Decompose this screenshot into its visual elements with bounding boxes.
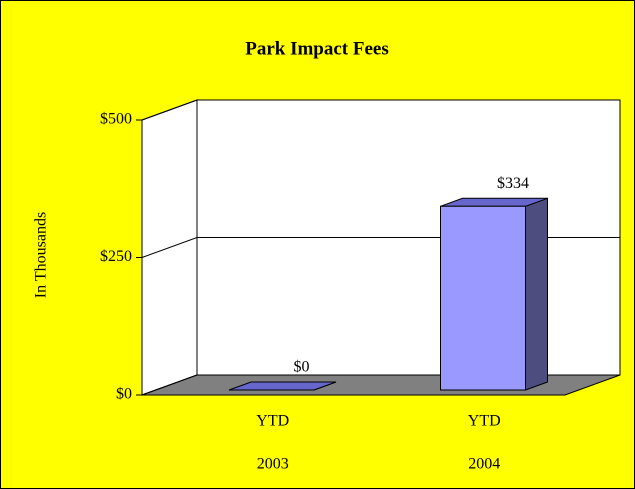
data-label: $0 [294,359,310,376]
y-axis-label: In Thousands [33,212,50,298]
y-tick-label: $500 [100,111,132,128]
x-tick-label: YTD [256,413,289,430]
grid-line [141,99,620,121]
floor [141,374,621,396]
x-tick-label: YTD [468,413,501,430]
bar-side [525,197,548,391]
data-label: $334 [497,175,529,192]
x-tick-label: 2003 [257,456,289,473]
bar [440,205,526,391]
y-tick-label: $0 [116,386,132,403]
chart-title: Park Impact Fees [245,38,389,59]
y-tick-label: $250 [100,248,132,265]
x-tick-label: 2004 [468,456,500,473]
